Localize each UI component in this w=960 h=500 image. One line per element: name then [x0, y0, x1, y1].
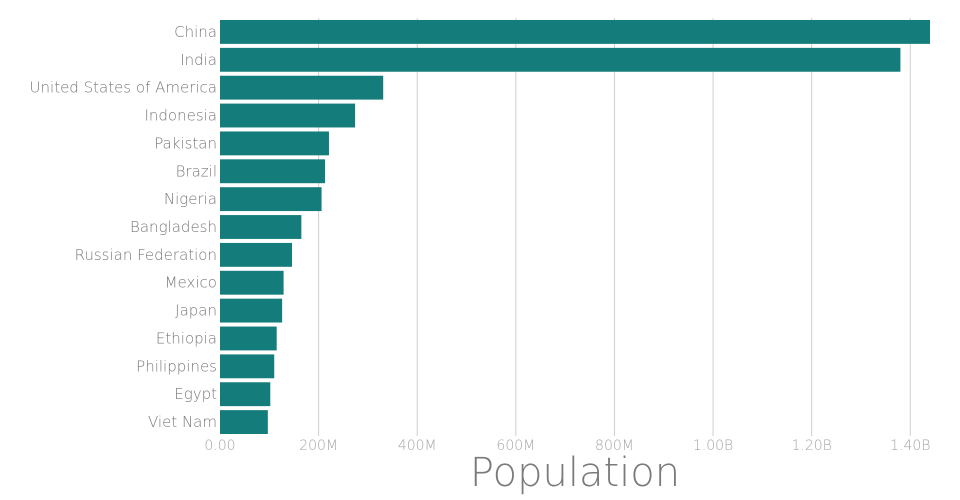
bar[interactable]: [220, 187, 322, 212]
category-label: United States of America: [30, 79, 217, 97]
category-label: Nigeria: [164, 190, 217, 208]
bar[interactable]: [220, 326, 277, 351]
category-label: Bangladesh: [130, 218, 217, 236]
bars: [220, 20, 930, 434]
x-tick-label: 600M: [496, 438, 535, 454]
category-label: Mexico: [165, 274, 217, 292]
x-tick-label: 800M: [595, 438, 634, 454]
x-tick-labels: 0.00 200M 400M 600M 800M 1.00B 1.20B 1.40B: [204, 438, 930, 454]
x-tick-label: 1.00B: [693, 438, 733, 454]
bar[interactable]: [220, 103, 356, 128]
x-gridlines: [318, 18, 911, 436]
bar[interactable]: [220, 159, 326, 184]
x-tick-label: 200M: [299, 438, 338, 454]
bar[interactable]: [220, 242, 292, 267]
bar[interactable]: [220, 131, 329, 156]
category-label: Ethiopia: [156, 329, 217, 347]
bar[interactable]: [220, 215, 302, 239]
bar[interactable]: [220, 47, 901, 72]
bar[interactable]: [220, 382, 271, 407]
category-label: Philippines: [136, 357, 217, 375]
category-label: Brazil: [176, 162, 217, 180]
x-tick-label: 1.40B: [890, 438, 930, 454]
category-label: Indonesia: [144, 107, 217, 125]
category-label: China: [174, 23, 217, 41]
x-tick-label: 1.20B: [791, 438, 831, 454]
category-label: Japan: [175, 302, 217, 320]
category-label: Egypt: [174, 385, 217, 403]
x-tick-label: 0.00: [204, 438, 235, 454]
bar[interactable]: [220, 20, 930, 44]
bar[interactable]: [220, 270, 284, 295]
bar[interactable]: [220, 354, 275, 379]
category-label: Russian Federation: [75, 246, 217, 264]
bar[interactable]: [220, 298, 283, 323]
x-tick-label: 400M: [398, 438, 437, 454]
category-label: Viet Nam: [148, 413, 217, 431]
x-axis-title: Population: [470, 450, 680, 496]
category-label: Pakistan: [154, 134, 217, 152]
category-labels: China India United States of America Indone…: [30, 23, 218, 431]
category-label: India: [180, 51, 217, 69]
bar[interactable]: [220, 410, 268, 434]
bar[interactable]: [220, 75, 384, 100]
